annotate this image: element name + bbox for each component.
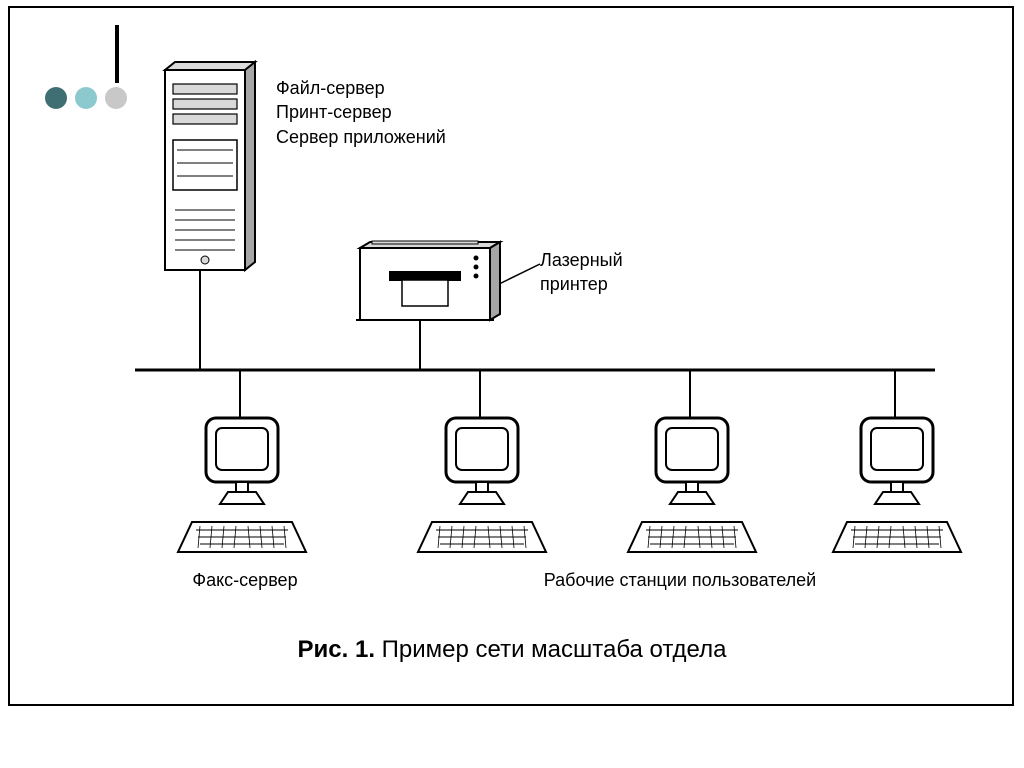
page: Файл-сервер Принт-сервер Сервер приложен… xyxy=(0,0,1024,768)
network-diagram xyxy=(0,0,1024,768)
